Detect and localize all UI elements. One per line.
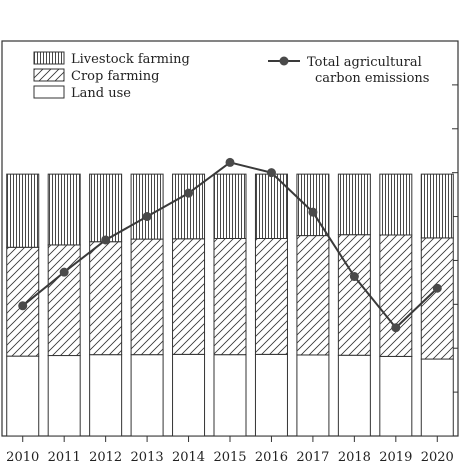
legend-label-crop: Crop farming — [71, 69, 159, 84]
bar-crop-farming-2011 — [47, 244, 81, 357]
x-tick-label-2017: 2017 — [296, 450, 329, 465]
bar-livestock-farming-2011 — [47, 173, 81, 246]
bar-land-use-2018 — [337, 354, 371, 437]
bar-livestock-farming-2017 — [296, 173, 330, 237]
legend-swatch-land — [33, 85, 65, 99]
total-emissions-point-2015 — [225, 157, 235, 167]
total-emissions-point-2011 — [59, 267, 69, 277]
bar-land-use-2010 — [6, 355, 40, 437]
total-emissions-point-2012 — [101, 235, 111, 245]
x-tick-label-2011: 2011 — [48, 450, 81, 465]
bar-crop-farming-2015 — [213, 238, 247, 356]
legend-line-marker — [279, 56, 289, 66]
x-tick-labels: 2010 2011 2012 2013 2014 2015 2016 2017 2018 2019… — [6, 450, 454, 465]
bar-crop-farming-2019 — [379, 234, 413, 357]
bar-livestock-farming-2015 — [213, 173, 247, 239]
bars — [6, 173, 454, 437]
total-emissions-point-2018 — [349, 272, 359, 282]
bar-land-use-2011 — [47, 355, 81, 437]
bar-crop-farming-2016 — [254, 238, 288, 355]
x-tick-label-2016: 2016 — [255, 450, 288, 465]
bar-crop-farming-2014 — [172, 238, 206, 355]
total-emissions-point-2020 — [432, 283, 442, 293]
total-emissions-point-2017 — [308, 207, 318, 217]
x-tick-label-2015: 2015 — [213, 450, 246, 465]
bar-land-use-2015 — [213, 354, 247, 437]
total-emissions-point-2014 — [184, 188, 194, 198]
bar-land-use-2012 — [89, 354, 123, 437]
bar-livestock-farming-2019 — [379, 173, 413, 236]
total-emissions-point-2016 — [266, 168, 276, 178]
bar-land-use-2017 — [296, 354, 330, 437]
x-tick-label-2018: 2018 — [338, 450, 371, 465]
bar-land-use-2020 — [420, 358, 454, 437]
x-tick-label-2013: 2013 — [131, 450, 164, 465]
x-tick-label-2010: 2010 — [6, 450, 39, 465]
bar-livestock-farming-2012 — [89, 173, 123, 243]
legend-swatch-livestock — [33, 51, 65, 65]
legend-swatch-crop — [33, 68, 65, 82]
x-tick-label-2014: 2014 — [172, 450, 205, 465]
bar-livestock-farming-2018 — [337, 173, 371, 236]
x-tick-label-2019: 2019 — [379, 450, 412, 465]
legend-right: Total agricultural carbon emissions — [268, 55, 429, 86]
bar-crop-farming-2020 — [420, 237, 454, 360]
total-emissions-point-2019 — [391, 323, 401, 333]
bar-land-use-2016 — [254, 353, 288, 437]
legend-label-total-line1: Total agricultural — [307, 55, 422, 70]
total-emissions-point-2013 — [142, 212, 152, 222]
bar-land-use-2014 — [172, 353, 206, 437]
bar-crop-farming-2012 — [89, 241, 123, 356]
legend-label-total-line2: carbon emissions — [315, 71, 429, 86]
bar-livestock-farming-2013 — [130, 173, 164, 240]
bar-crop-farming-2018 — [337, 234, 371, 356]
bar-livestock-farming-2020 — [420, 173, 454, 239]
legend-label-livestock: Livestock farming — [71, 52, 190, 67]
bar-crop-farming-2017 — [296, 235, 330, 356]
total-emissions-point-2010 — [18, 301, 28, 311]
bar-crop-farming-2013 — [130, 238, 164, 356]
legend-left: Livestock farming Crop farming Land use — [33, 51, 190, 101]
bar-land-use-2013 — [130, 354, 164, 437]
bar-livestock-farming-2010 — [6, 173, 40, 248]
x-tick-label-2020: 2020 — [421, 450, 454, 465]
x-tick-label-2012: 2012 — [89, 450, 122, 465]
legend-label-land: Land use — [71, 86, 131, 101]
total-emissions-line — [18, 157, 442, 333]
bar-land-use-2019 — [379, 355, 413, 437]
